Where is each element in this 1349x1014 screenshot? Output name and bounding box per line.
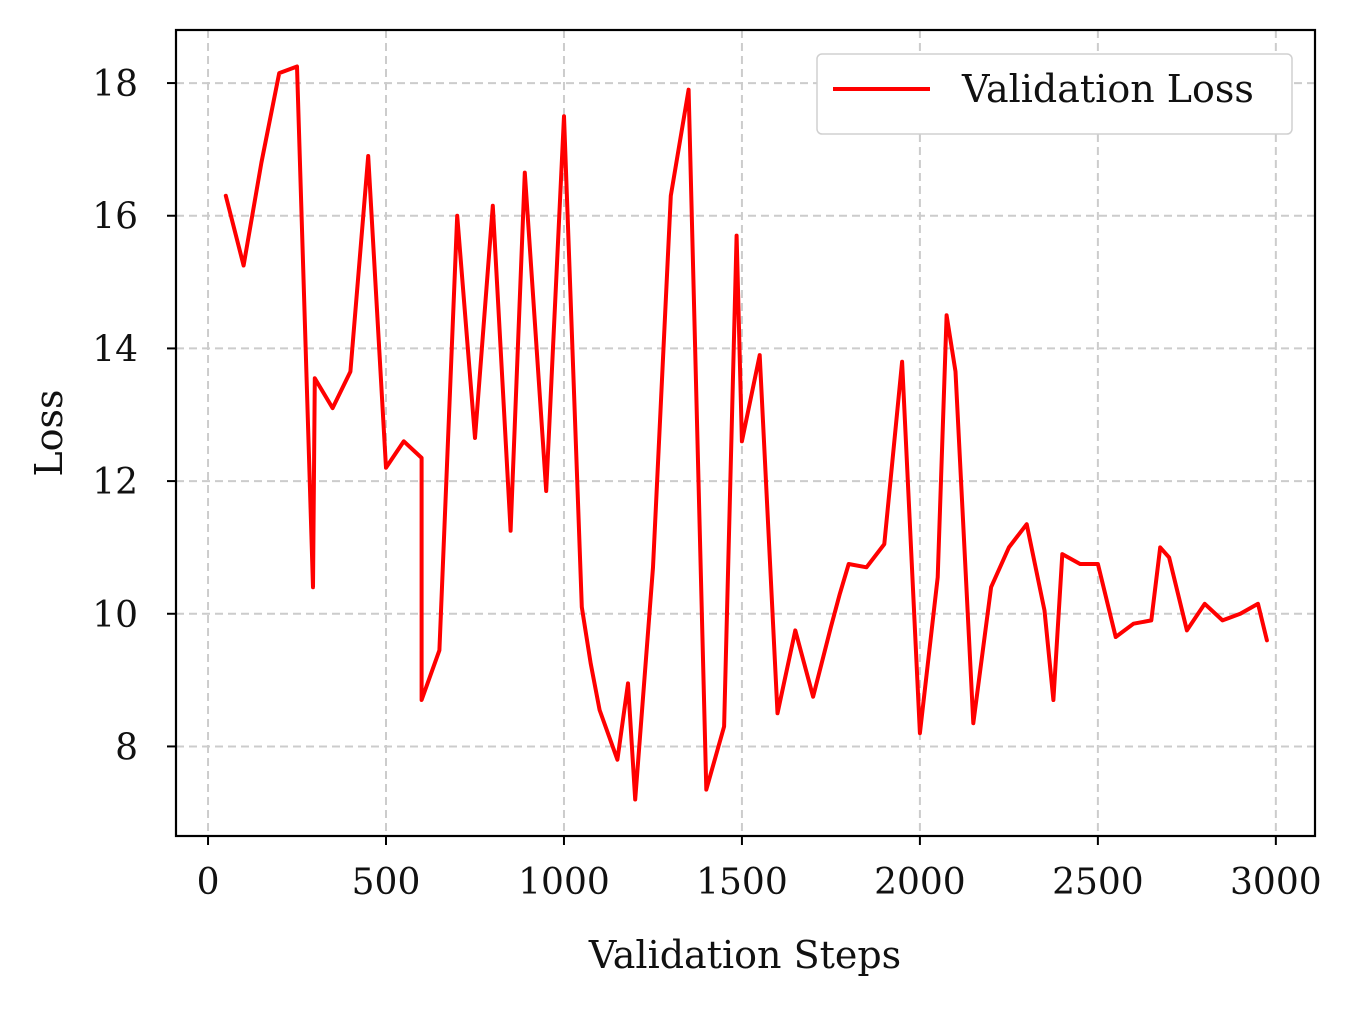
plot-frame (174, 28, 1317, 838)
y-tick-label: 18 (92, 64, 138, 105)
x-axis-label: Validation Steps (588, 933, 901, 977)
x-tick-label: 3000 (1230, 862, 1322, 903)
legend-box (816, 53, 1293, 135)
y-tick-label: 14 (92, 329, 138, 370)
series-line-validation-loss (223, 64, 1269, 802)
series-layer (223, 64, 1269, 802)
y-tick-label: 8 (115, 727, 138, 768)
y-tick-label: 10 (92, 595, 138, 636)
x-tick-label: 1000 (518, 862, 610, 903)
x-tick-label: 500 (352, 862, 421, 903)
y-tick-label: 12 (92, 462, 138, 503)
legend-label-validation-loss: Validation Loss (961, 67, 1254, 111)
x-tick-label: 0 (197, 862, 220, 903)
axis-ticks: 0 500 1000 1500 2000 2500 3000 8 10 12 14 16 18 (92, 64, 1321, 903)
x-tick-label: 1500 (696, 862, 788, 903)
x-tick-label: 2000 (874, 862, 966, 903)
y-tick-label: 16 (92, 197, 138, 238)
x-tick-label: 2500 (1052, 862, 1144, 903)
y-axis-label: Loss (27, 389, 71, 476)
legend: Validation Loss (816, 53, 1293, 135)
